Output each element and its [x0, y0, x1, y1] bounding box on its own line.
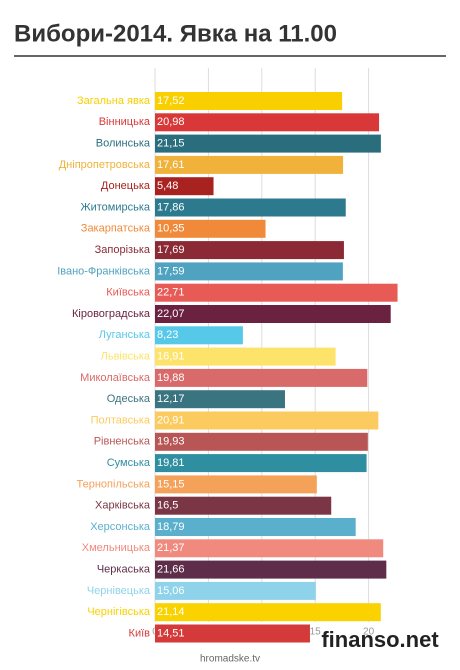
value-label: 17,86: [157, 201, 185, 213]
bar: [155, 134, 381, 153]
value-label: 5,48: [157, 180, 178, 192]
category-label: Полтавська: [91, 414, 151, 426]
category-label: Чернігівська: [87, 606, 151, 618]
value-label: 19,81: [157, 457, 185, 469]
category-label: Сумська: [107, 457, 151, 469]
value-label: 16,5: [157, 500, 178, 512]
category-label: Донецька: [101, 180, 151, 192]
bar: [155, 539, 384, 558]
value-label: 17,69: [157, 244, 185, 256]
category-label: Львівська: [101, 351, 151, 363]
category-label: Чернівецька: [87, 585, 151, 597]
value-label: 21,37: [157, 542, 185, 554]
bar: [155, 603, 381, 622]
category-label: Закарпатська: [81, 223, 151, 235]
x-tick-label: 20: [363, 627, 375, 638]
bar: [155, 198, 346, 217]
category-label: Київ: [129, 627, 151, 639]
bar: [155, 305, 391, 323]
bar: [155, 581, 316, 600]
category-label: Дніпропетровська: [59, 159, 151, 171]
chart-title: Вибори-2014. Явка на 11.00: [14, 20, 337, 47]
value-label: 14,51: [157, 627, 185, 639]
category-label: Черкаська: [97, 564, 151, 576]
bar: [155, 92, 343, 110]
value-label: 10,35: [157, 223, 185, 235]
category-label: Луганська: [99, 329, 151, 341]
value-label: 16,91: [157, 351, 185, 363]
category-label: Житомирська: [80, 201, 150, 213]
bar: [155, 262, 343, 281]
category-label: Тернопільська: [77, 478, 151, 490]
category-label: Рівненська: [94, 436, 151, 448]
value-label: 21,66: [157, 564, 185, 576]
bar: [155, 368, 368, 387]
value-label: 22,07: [157, 308, 185, 320]
bar: [155, 475, 317, 494]
bar: [155, 624, 310, 643]
bar: [155, 518, 356, 536]
value-label: 8,23: [157, 329, 178, 341]
bar: [155, 326, 243, 345]
category-label: Загальна явка: [77, 95, 151, 107]
value-label: 12,17: [157, 393, 185, 405]
watermark: finanso.net: [321, 627, 439, 652]
value-label: 20,98: [157, 116, 185, 128]
bar: [155, 411, 379, 430]
value-label: 21,14: [157, 606, 185, 618]
bar: [155, 283, 398, 302]
bar: [155, 113, 380, 132]
value-label: 15,06: [157, 585, 185, 597]
value-label: 19,88: [157, 372, 185, 384]
x-tick-label: 15: [310, 627, 322, 638]
value-label: 22,71: [157, 287, 185, 299]
category-label: Кіровоградська: [72, 308, 151, 320]
category-label: Одеська: [107, 393, 151, 405]
value-label: 21,15: [157, 138, 185, 150]
bar: [155, 390, 285, 409]
bar: [155, 155, 344, 174]
bar: [155, 241, 344, 260]
value-label: 19,93: [157, 436, 185, 448]
value-label: 17,61: [157, 159, 185, 171]
bar: [155, 219, 266, 238]
bar: [155, 177, 214, 196]
value-label: 15,15: [157, 478, 185, 490]
bar: [155, 454, 367, 473]
category-label: Миколаївська: [80, 372, 151, 384]
bar: [155, 347, 336, 366]
source: hromadske.tv: [200, 654, 260, 665]
category-label: Херсонська: [90, 521, 151, 533]
value-label: 17,52: [157, 95, 185, 107]
category-label: Харківська: [95, 500, 151, 512]
category-label: Вінницька: [99, 116, 151, 128]
bar: [155, 496, 332, 515]
bar: [155, 560, 387, 579]
value-label: 20,91: [157, 414, 185, 426]
bar: [155, 432, 368, 451]
category-label: Запорізька: [95, 244, 151, 256]
category-label: Івано-Франківська: [57, 265, 151, 277]
category-label: Волинська: [96, 138, 151, 150]
value-label: 17,59: [157, 265, 185, 277]
value-label: 18,79: [157, 521, 185, 533]
category-label: Київська: [106, 287, 151, 299]
category-label: Хмельницька: [82, 542, 151, 554]
